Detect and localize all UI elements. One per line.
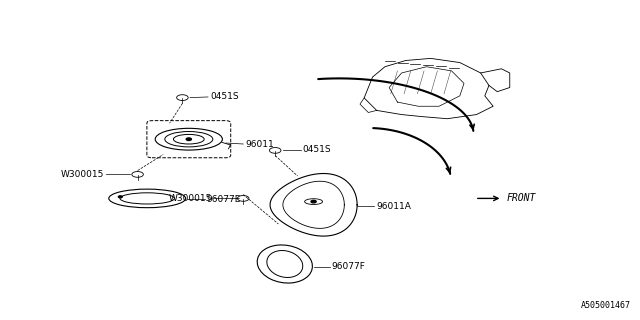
Text: 96011: 96011 [245,140,274,149]
Text: W300015: W300015 [60,170,104,179]
Text: FRONT: FRONT [507,193,536,204]
Text: 0451S: 0451S [210,92,239,101]
Text: W300015: W300015 [169,194,212,203]
Circle shape [186,138,191,140]
Text: 96011A: 96011A [376,202,411,211]
Circle shape [311,200,316,203]
Text: 0451S: 0451S [303,145,332,154]
Text: 96077E: 96077E [207,195,241,204]
Circle shape [118,196,122,198]
Text: A505001467: A505001467 [580,301,630,310]
Text: 96077F: 96077F [332,262,365,271]
